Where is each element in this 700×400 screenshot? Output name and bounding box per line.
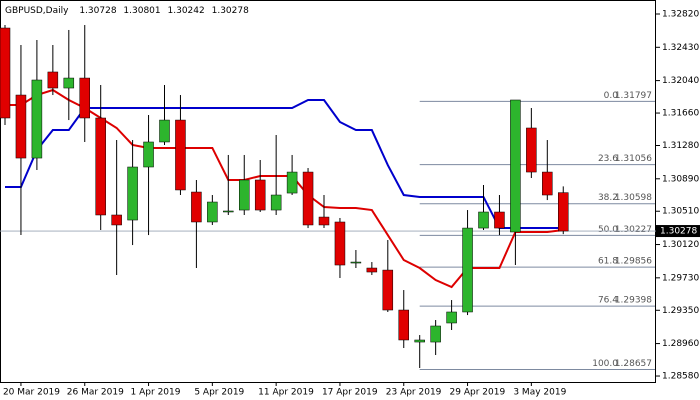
fib-level: 0.0 bbox=[604, 91, 619, 101]
last-close: 1.30278 bbox=[212, 6, 249, 16]
y-tick-label: 1.30890 bbox=[662, 174, 699, 184]
x-tick-label: 29 Apr 2019 bbox=[450, 388, 506, 398]
candle-body bbox=[239, 179, 250, 211]
y-tick-label: 1.28580 bbox=[662, 372, 699, 382]
candle-body bbox=[191, 191, 202, 223]
y-tick-label: 1.32820 bbox=[662, 10, 699, 20]
fib-price: 1.29856 bbox=[615, 257, 652, 267]
fib-price: 1.31056 bbox=[615, 154, 652, 164]
candle-body bbox=[542, 171, 553, 196]
candle-body bbox=[382, 269, 394, 311]
x-tick-label: 17 Apr 2019 bbox=[322, 388, 378, 398]
y-tick-label: 1.31280 bbox=[662, 141, 699, 151]
fib-price: 1.29398 bbox=[615, 296, 652, 306]
fib-level: 23.6 bbox=[598, 154, 618, 164]
candle-body bbox=[302, 171, 314, 226]
fib-price: 1.30227 bbox=[615, 225, 652, 235]
candle-body bbox=[63, 77, 75, 89]
fib-price: 1.28657 bbox=[615, 359, 652, 369]
candle-body bbox=[111, 214, 122, 226]
candle-body bbox=[127, 166, 138, 221]
fib-level: 50.0 bbox=[598, 225, 618, 235]
candle-body bbox=[207, 201, 218, 223]
x-tick-label: 1 Apr 2019 bbox=[131, 388, 181, 398]
candle-body bbox=[462, 227, 473, 313]
candle-body bbox=[398, 309, 409, 341]
candle-body bbox=[478, 211, 489, 229]
x-tick-label: 5 Apr 2019 bbox=[194, 388, 244, 398]
fib-price: 1.31797 bbox=[615, 91, 652, 101]
y-tick-label: 1.29730 bbox=[662, 273, 699, 283]
candle-body bbox=[510, 99, 521, 233]
last-high: 1.30801 bbox=[123, 6, 160, 16]
candle-body bbox=[223, 210, 234, 213]
candle-body bbox=[254, 179, 266, 211]
candle-body bbox=[526, 127, 537, 173]
fib-level: 76.4 bbox=[598, 296, 618, 306]
fib-level: 100.0 bbox=[592, 359, 618, 369]
y-tick-label: 1.28960 bbox=[662, 339, 699, 349]
indicator-line bbox=[5, 98, 564, 230]
candle-body bbox=[414, 339, 425, 343]
x-tick-label: 3 May 2019 bbox=[513, 388, 566, 398]
y-tick-label: 1.31660 bbox=[662, 109, 699, 119]
candle-body bbox=[47, 71, 59, 89]
candle-body bbox=[318, 216, 330, 226]
x-tick-label: 26 Mar 2019 bbox=[67, 388, 124, 398]
x-tick-label: 20 Mar 2019 bbox=[3, 388, 60, 398]
fib-level: 61.8 bbox=[598, 257, 618, 267]
candle-body bbox=[175, 119, 186, 191]
candle-body bbox=[31, 79, 43, 159]
fib-level: 38.2 bbox=[598, 193, 618, 203]
y-tick-label: 1.32040 bbox=[662, 76, 699, 86]
candle-body bbox=[79, 77, 90, 119]
candle-body bbox=[334, 221, 346, 266]
candle-body bbox=[494, 211, 505, 229]
candle-body bbox=[430, 325, 441, 343]
candle-body bbox=[446, 311, 457, 324]
candle-body bbox=[95, 117, 106, 216]
candle-body bbox=[143, 141, 154, 168]
chart-title: GBPUSD,Daily 1.30728 1.30801 1.30242 1.3… bbox=[5, 6, 249, 16]
x-tick-label: 23 Apr 2019 bbox=[386, 388, 442, 398]
fib-price: 1.30598 bbox=[615, 193, 652, 203]
y-tick-label: 1.30120 bbox=[662, 240, 699, 250]
last-open: 1.30728 bbox=[79, 6, 116, 16]
candle-body bbox=[0, 27, 11, 119]
candle-body bbox=[15, 94, 27, 159]
candle-body bbox=[286, 171, 298, 194]
y-tick-label: 1.29350 bbox=[662, 306, 699, 316]
price-marker bbox=[656, 225, 700, 238]
candle-body bbox=[159, 119, 170, 143]
candle-body bbox=[366, 267, 378, 273]
y-tick-label: 1.30510 bbox=[662, 207, 699, 217]
candle-body bbox=[558, 192, 569, 232]
price-marker-label: 1.30278 bbox=[660, 227, 697, 237]
x-tick-label: 11 Apr 2019 bbox=[258, 388, 314, 398]
symbol: GBPUSD,Daily bbox=[5, 6, 69, 16]
candle-body bbox=[270, 194, 282, 211]
last-low: 1.30242 bbox=[168, 6, 205, 16]
candle-body bbox=[350, 261, 362, 264]
y-tick-label: 1.32430 bbox=[662, 43, 699, 53]
